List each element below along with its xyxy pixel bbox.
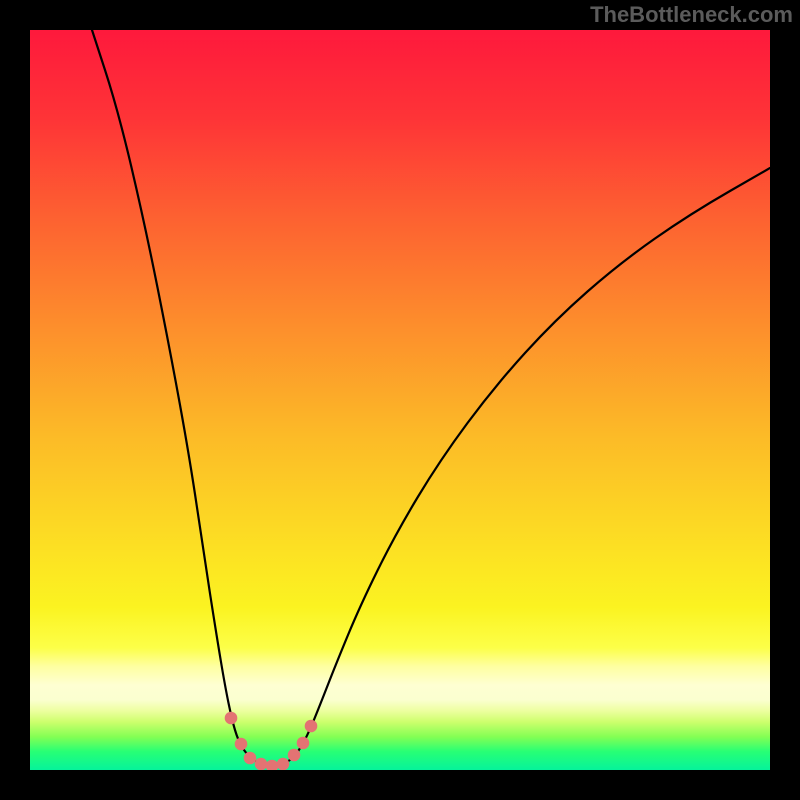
data-marker — [244, 752, 257, 765]
data-marker — [225, 712, 238, 725]
data-marker — [288, 749, 301, 762]
data-marker — [255, 758, 268, 771]
data-marker — [297, 737, 310, 750]
chart-root: TheBottleneck.com — [0, 0, 800, 800]
watermark-text: TheBottleneck.com — [590, 2, 793, 27]
plot-background — [30, 30, 770, 770]
data-marker — [277, 758, 290, 771]
data-marker — [235, 738, 248, 751]
chart-svg: TheBottleneck.com — [0, 0, 800, 800]
data-marker — [305, 720, 318, 733]
